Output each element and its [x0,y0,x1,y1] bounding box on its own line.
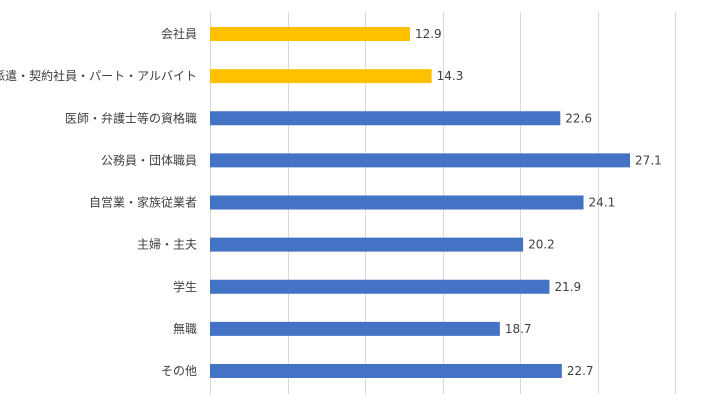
value-labels: 12.9 14.3 22.6 27.1 24.1 20.2 21.9 18.7 22.7 [415,27,662,378]
bar [210,195,584,210]
value-label: 27.1 [635,153,662,167]
category-label: その他 [161,364,197,378]
category-label: 医師・弁護士等の資格職 [65,110,197,125]
category-label: 公務員・団体職員 [101,153,197,167]
category-label: 主婦・主夫 [137,237,197,252]
category-label: 会社員 [161,26,197,41]
bar [210,69,432,84]
bars [210,27,631,378]
category-label: 自営業・家族従業者 [89,195,197,210]
bar [210,27,410,41]
category-labels: 会社員派遣・契約社員・パート・アルバイト医師・弁護士等の資格職公務員・団体職員自… [0,26,197,378]
bar [210,153,631,168]
bar [210,111,561,126]
bar [210,364,562,378]
value-label: 14.3 [437,69,464,83]
value-label: 22.7 [567,364,594,378]
value-label: 20.2 [528,238,555,252]
bar [210,321,500,336]
value-label: 24.1 [589,196,616,210]
bar [210,237,524,252]
value-label: 12.9 [415,27,442,41]
category-label: 学生 [173,279,197,294]
category-label: 派遣・契約社員・パート・アルバイト [0,68,197,83]
value-label: 21.9 [554,280,581,294]
value-label: 22.6 [565,111,592,125]
bar [210,279,550,294]
value-label: 18.7 [505,322,532,336]
category-label: 無職 [173,321,197,336]
